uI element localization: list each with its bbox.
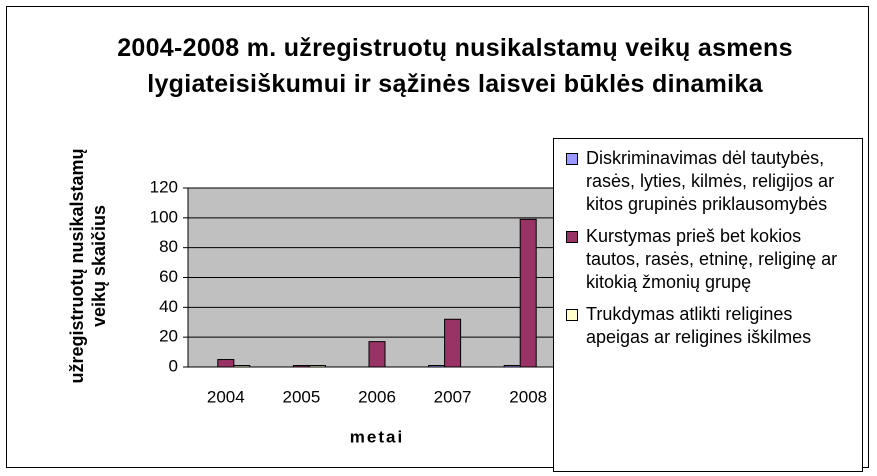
legend-label: Diskriminavimas dėl tautybės, rasės, lyt…: [586, 148, 835, 214]
legend-swatch: [566, 231, 578, 243]
legend: Diskriminavimas dėl tautybės, rasės, lyt…: [553, 138, 863, 472]
legend-label: Trukdymas atlikti religines apeigas ar r…: [586, 304, 812, 347]
x-tick-label: 2007: [434, 387, 472, 406]
legend-swatch: [566, 309, 578, 321]
y-tick-label: 120: [150, 177, 178, 196]
y-tick-label: 100: [150, 207, 178, 226]
legend-item: Trukdymas atlikti religines apeigas ar r…: [564, 303, 854, 349]
bar: [217, 359, 235, 368]
y-tick-label: 80: [159, 237, 178, 256]
x-tick-label: 2008: [509, 387, 547, 406]
chart-frame: [6, 6, 869, 468]
bar: [519, 218, 537, 368]
x-tick-label: 2004: [207, 387, 245, 406]
legend-swatch: [566, 153, 578, 165]
y-tick-label: 60: [159, 267, 178, 286]
y-tick-label: 0: [169, 356, 178, 375]
chart-title: 2004-2008 m. užregistruotų nusikalstamų …: [117, 34, 793, 98]
y-axis-label: užregistruotų nusikalstamų veikų skaičiu…: [67, 148, 109, 384]
x-axis-label: metai: [350, 427, 404, 446]
x-tick-label: 2005: [282, 387, 320, 406]
legend-label: Kurstymas prieš bet kokios tautos, rasės…: [586, 226, 838, 292]
bar: [444, 318, 462, 368]
legend-item: Kurstymas prieš bet kokios tautos, rasės…: [564, 225, 854, 294]
bar: [368, 341, 386, 368]
x-tick-label: 2006: [358, 387, 396, 406]
y-tick-label: 40: [159, 297, 178, 316]
legend-item: Diskriminavimas dėl tautybės, rasės, lyt…: [564, 147, 854, 216]
y-tick-label: 20: [159, 327, 178, 346]
